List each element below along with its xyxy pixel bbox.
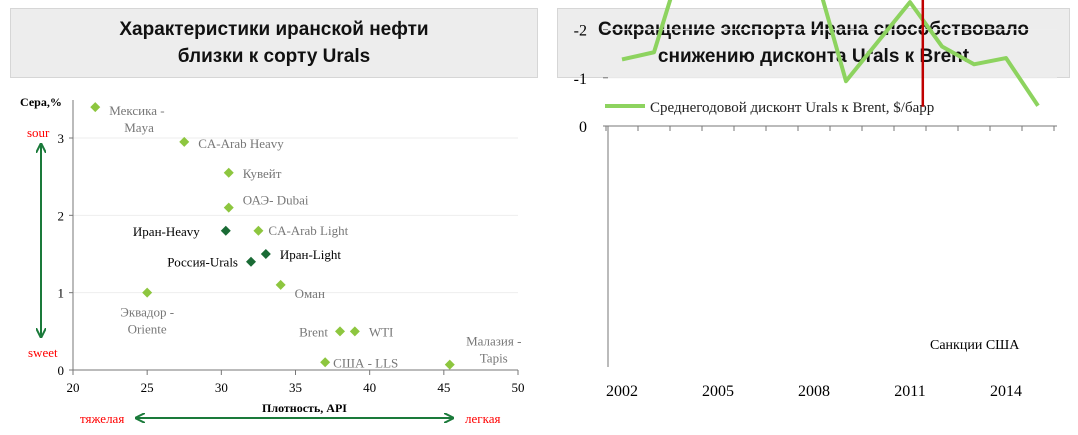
left-title-text: Характеристики иранской нефти близки к с… bbox=[119, 19, 429, 67]
x-tick-label: 25 bbox=[141, 380, 154, 395]
x-tick-label: 30 bbox=[215, 380, 228, 395]
data-point bbox=[260, 249, 271, 259]
x-tick-label: 45 bbox=[437, 380, 450, 395]
sour-label: sour bbox=[27, 125, 50, 140]
data-point bbox=[335, 326, 345, 337]
data-point bbox=[220, 225, 231, 236]
data-point bbox=[90, 102, 101, 113]
point-label: Иран-Heavy bbox=[133, 224, 200, 239]
point-label: Иран-Light bbox=[280, 247, 341, 262]
y-tick-label: 0 bbox=[58, 363, 65, 378]
heavy-label: тяжелая bbox=[80, 411, 124, 426]
data-point bbox=[246, 256, 256, 267]
right-chart-title: Сокращение экспорта Ирана способствовало… bbox=[557, 8, 1070, 78]
point-label: Эквадор - bbox=[120, 305, 174, 320]
x-tick-label: 2014 bbox=[990, 383, 1022, 400]
y-tick-label: 2 bbox=[58, 208, 65, 223]
data-line bbox=[621, 0, 1040, 107]
data-point bbox=[179, 136, 190, 147]
point-label: Малазия - bbox=[466, 334, 521, 349]
y-axis-label: Сера,% bbox=[20, 95, 62, 109]
point-label: CA-Arab Light bbox=[268, 223, 348, 238]
data-point bbox=[275, 279, 286, 290]
point-label: Tapis bbox=[480, 351, 508, 366]
x-tick-label: 2005 bbox=[702, 383, 734, 400]
legend-label: Среднегодовой дисконт Urals к Brent, $/б… bbox=[650, 100, 934, 116]
point-label: Brent bbox=[299, 324, 328, 339]
point-label: Кувейт bbox=[243, 166, 282, 181]
y-tick-label: -2 bbox=[574, 23, 587, 40]
point-label: Maya bbox=[124, 120, 154, 135]
x-axis-label: Плотность, API bbox=[262, 401, 347, 415]
point-label: Россия-Urals bbox=[167, 255, 238, 270]
data-point bbox=[253, 225, 264, 236]
sanctions-label: Санкции США bbox=[930, 338, 1020, 353]
x-tick-label: 2008 bbox=[798, 383, 830, 400]
data-point bbox=[320, 357, 331, 368]
data-point bbox=[142, 287, 153, 298]
x-tick-label: 2002 bbox=[606, 383, 638, 400]
data-point bbox=[349, 326, 360, 337]
point-label: ОАЭ- Dubai bbox=[243, 193, 309, 208]
data-point bbox=[223, 202, 234, 213]
point-label: CA-Arab Heavy bbox=[198, 136, 284, 151]
point-label: Оман bbox=[295, 286, 325, 301]
x-tick-label: 2011 bbox=[894, 383, 925, 400]
data-point bbox=[444, 359, 455, 370]
x-tick-label: 20 bbox=[67, 380, 80, 395]
point-label: Мексика - bbox=[109, 103, 164, 118]
y-tick-label: 0 bbox=[579, 119, 587, 136]
left-chart-title: Характеристики иранской нефти близки к с… bbox=[10, 8, 538, 78]
y-tick-label: -1 bbox=[574, 71, 587, 88]
y-tick-label: 3 bbox=[58, 131, 65, 146]
x-tick-label: 50 bbox=[512, 380, 525, 395]
point-label: Oriente bbox=[128, 322, 167, 337]
sweet-label: sweet bbox=[28, 345, 58, 360]
light-label: легкая bbox=[465, 411, 500, 426]
x-tick-label: 35 bbox=[289, 380, 302, 395]
point-label: США - LLS bbox=[333, 355, 398, 370]
x-tick-label: 40 bbox=[363, 380, 376, 395]
y-tick-label: 1 bbox=[58, 286, 65, 301]
data-point bbox=[223, 167, 234, 178]
point-label: WTI bbox=[369, 324, 394, 339]
